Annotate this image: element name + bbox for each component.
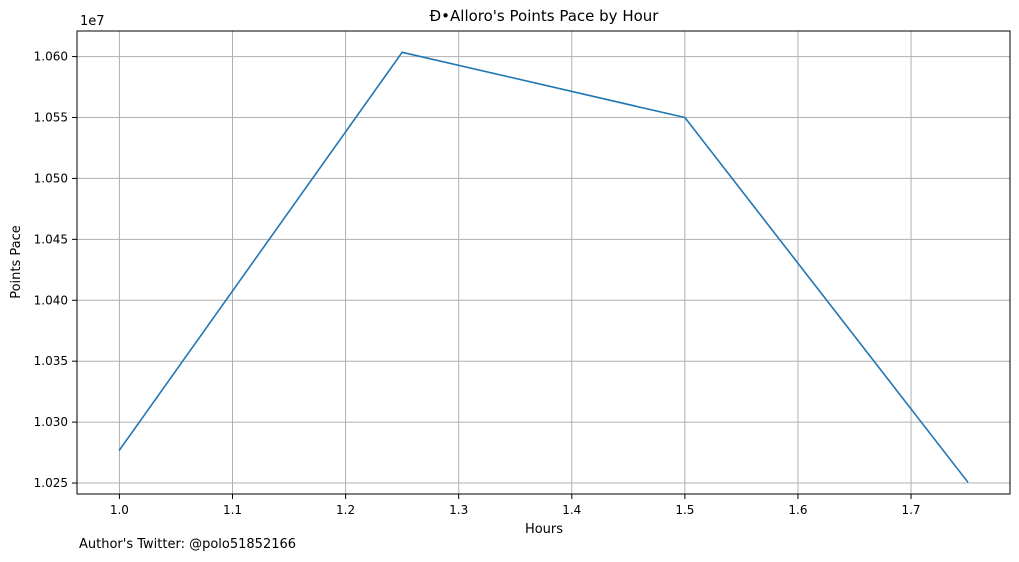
y-tick-label: 1.045	[34, 232, 68, 246]
chart-title: Ð•Alloro's Points Pace by Hour	[430, 7, 660, 25]
y-tick-label: 1.035	[34, 354, 68, 368]
x-tick-label: 1.6	[788, 503, 807, 517]
series-line	[118, 51, 969, 483]
grid-lines	[77, 31, 1010, 494]
data-point	[966, 481, 969, 483]
y-tick-label: 1.025	[34, 476, 68, 490]
data-point	[684, 116, 686, 119]
y-tick-label: 1.060	[34, 50, 68, 64]
y-tick-label: 1.030	[34, 415, 68, 429]
axis-ticks: 1.0 1.1 1.2 1.3 1.4 1.5 1.6 1.7 1.025 1.030 1.035 1…	[34, 50, 921, 517]
x-tick-label: 1.3	[449, 503, 468, 517]
y-axis-offset-label: 1e7	[80, 14, 105, 29]
data-point	[401, 51, 403, 54]
author-twitter-note: Author's Twitter: @polo51852166	[79, 537, 297, 552]
y-tick-label: 1.050	[34, 171, 68, 185]
x-tick-label: 1.2	[336, 503, 355, 517]
y-tick-label: 1.055	[34, 111, 68, 125]
x-tick-label: 1.4	[562, 503, 581, 517]
y-axis-label: Points Pace	[9, 225, 24, 299]
data-point	[118, 449, 121, 451]
series-lines	[118, 51, 969, 483]
x-tick-label: 1.5	[675, 503, 694, 517]
x-tick-label: 1.0	[110, 503, 129, 517]
x-tick-label: 1.7	[901, 503, 920, 517]
plot-area-frame	[76, 30, 1011, 495]
x-tick-label: 1.1	[223, 503, 242, 517]
y-tick-label: 1.040	[34, 293, 68, 307]
x-axis-label: Hours	[525, 522, 563, 537]
